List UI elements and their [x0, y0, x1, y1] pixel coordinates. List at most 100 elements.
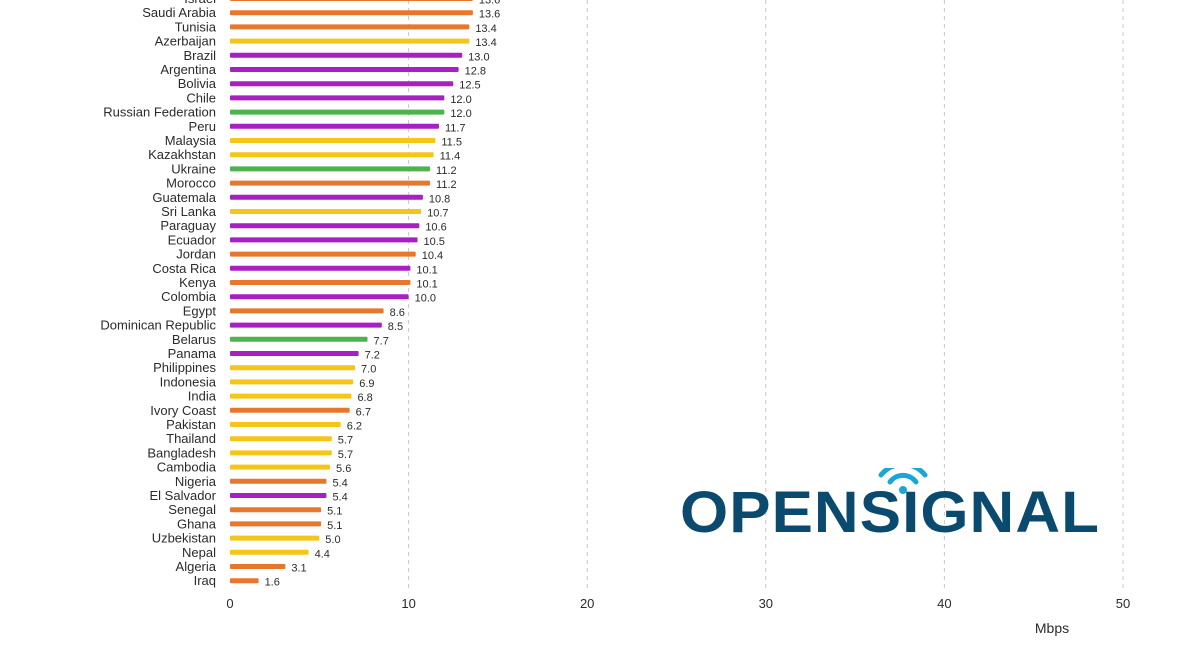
value-label: 5.1: [327, 506, 342, 518]
bar: [230, 294, 409, 300]
value-label: 10.6: [425, 222, 446, 234]
category-label: Indonesia: [160, 374, 217, 389]
category-label: Nigeria: [175, 474, 217, 489]
bar: [230, 535, 320, 541]
category-label: Philippines: [153, 360, 216, 375]
category-label: Chile: [186, 90, 216, 105]
value-label: 10.4: [422, 250, 443, 262]
category-label: Malaysia: [165, 133, 217, 148]
value-label: 12.5: [459, 80, 480, 92]
bar: [230, 407, 350, 413]
value-label: 10.8: [429, 193, 450, 205]
category-label: Panama: [168, 346, 217, 361]
category-label: Colombia: [161, 289, 217, 304]
category-label: Guatemala: [152, 190, 216, 205]
category-label: Ghana: [177, 516, 217, 531]
value-label: 10.0: [415, 293, 436, 305]
bar: [230, 393, 352, 399]
category-label: Cambodia: [157, 460, 217, 475]
category-labels: IsraelSaudi ArabiaTunisiaAzerbaijanBrazi…: [100, 0, 216, 588]
bar: [230, 351, 359, 356]
x-tick-label: 30: [759, 596, 773, 611]
value-label: 5.6: [336, 463, 351, 475]
value-label: 6.8: [357, 392, 372, 404]
value-label: 12.0: [450, 94, 471, 106]
value-label: 8.6: [390, 307, 405, 319]
bar: [230, 109, 445, 115]
category-label: Brazil: [183, 48, 216, 63]
value-label: 12.0: [450, 108, 471, 120]
value-label: 4.4: [315, 548, 330, 560]
value-label: 5.7: [338, 435, 353, 447]
category-label: Iraq: [194, 573, 216, 588]
x-tick-label: 50: [1116, 596, 1130, 611]
value-label: 1.6: [265, 577, 280, 589]
signal-icon: [878, 468, 928, 494]
category-label: Ecuador: [168, 232, 217, 247]
bars: [230, 0, 473, 584]
value-label: 10.1: [416, 279, 437, 291]
category-label: India: [188, 389, 217, 404]
bar: [230, 379, 354, 385]
bar: [230, 564, 286, 569]
value-label: 6.7: [356, 406, 371, 418]
category-label: Pakistan: [166, 417, 216, 432]
value-label: 10.1: [416, 264, 437, 276]
value-label: 11.4: [440, 151, 461, 163]
value-label: 13.6: [479, 9, 500, 21]
bar: [230, 194, 423, 200]
category-label: Ukraine: [171, 161, 216, 176]
category-label: Peru: [189, 119, 216, 134]
bar: [230, 138, 436, 143]
value-label: 11.5: [441, 137, 462, 149]
bar: [230, 152, 434, 158]
value-label: 10.5: [424, 236, 445, 248]
value-label: 11.2: [436, 179, 457, 191]
category-label: Sri Lanka: [161, 204, 217, 219]
bar: [230, 493, 327, 498]
value-label: 6.9: [359, 378, 374, 390]
bar: [230, 237, 418, 243]
bar: [230, 81, 454, 87]
bar: [230, 67, 459, 72]
value-label: 11.2: [436, 165, 457, 177]
x-tick-label: 0: [226, 596, 233, 611]
logo-wordmark: OPENSIGNAL: [680, 480, 1100, 545]
bar: [230, 464, 331, 470]
value-label: 12.8: [465, 66, 486, 78]
category-label: Kenya: [179, 275, 217, 290]
bar: [230, 251, 416, 257]
category-label: El Salvador: [150, 488, 217, 503]
category-label: Russian Federation: [103, 105, 216, 120]
value-label: 6.2: [347, 421, 362, 433]
category-label: Paraguay: [160, 218, 216, 233]
bar: [230, 450, 332, 456]
category-label: Jordan: [176, 247, 216, 262]
bar: [230, 265, 411, 271]
bar: [230, 507, 322, 513]
bar: [230, 549, 309, 555]
category-label: Israel: [184, 0, 216, 6]
x-axis-ticks: 0 10 20 30 40 50: [226, 596, 1130, 611]
value-label: 5.7: [338, 449, 353, 461]
value-label: 3.1: [291, 563, 306, 575]
value-label: 5.1: [327, 520, 342, 532]
bar: [230, 436, 332, 442]
bar: [230, 0, 473, 1]
value-label: 5.4: [332, 492, 347, 504]
x-tick-label: 20: [580, 596, 594, 611]
category-label: Bolivia: [178, 76, 217, 91]
value-label: 7.7: [374, 335, 389, 347]
category-label: Egypt: [183, 303, 217, 318]
bar: [230, 24, 470, 30]
bar: [230, 209, 422, 214]
category-label: Nepal: [182, 545, 216, 560]
bar: [230, 166, 431, 172]
category-label: Uzbekistan: [152, 531, 216, 546]
value-label: 13.4: [475, 37, 496, 49]
bar: [230, 10, 473, 16]
bar: [230, 123, 439, 129]
bar: [230, 478, 327, 484]
bar: [230, 180, 431, 186]
